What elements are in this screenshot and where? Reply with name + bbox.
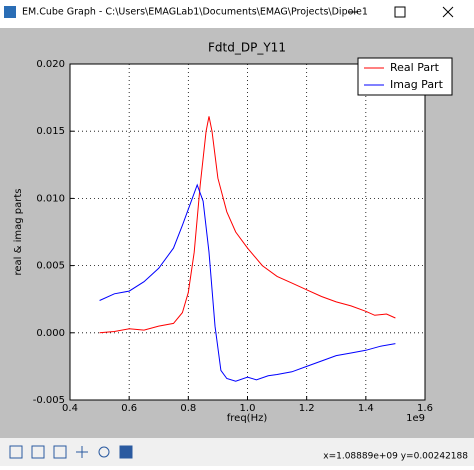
x-tick-label: 1.4 (358, 403, 374, 414)
data-line (99, 183, 396, 382)
window-title: EM.Cube Graph - C:\Users\EMAGLab1\Docume… (22, 7, 368, 18)
plot (69, 63, 426, 401)
y-axis-label: real & imag parts (13, 189, 24, 276)
pan-button[interactable] (76, 446, 88, 458)
toolbar-buttons[interactable] (9, 445, 133, 459)
chart-title: Fdtd_DP_Y11 (208, 41, 286, 55)
x-axis-label: freq(Hz) (227, 413, 268, 424)
x-tick-label: 1.0 (240, 403, 256, 414)
y-tick-label: 0.015 (36, 126, 65, 137)
x-tick-label: 0.6 (121, 403, 137, 414)
x-tick-label: 1.6 (417, 403, 433, 414)
window-controls[interactable] (348, 6, 454, 18)
x-tick-label: 1.2 (299, 403, 315, 414)
y-tick-label: 0.010 (36, 193, 65, 204)
forward-button[interactable] (53, 445, 67, 459)
legend-label: Real Part (390, 61, 440, 74)
y-tick-label: 0.005 (36, 261, 65, 272)
x-tick-label: 0.8 (180, 403, 196, 414)
zoom-button[interactable] (98, 446, 110, 458)
close-button[interactable] (442, 6, 454, 18)
x-offset-label: 1e9 (406, 413, 425, 424)
y-tick-label: 0.020 (36, 59, 65, 70)
data-line (99, 116, 396, 334)
y-tick-label: -0.005 (33, 395, 65, 406)
app-icon (4, 6, 16, 18)
maximize-button[interactable] (394, 6, 406, 18)
legend-box (357, 57, 453, 96)
back-button[interactable] (31, 445, 45, 459)
home-button[interactable] (9, 445, 23, 459)
x-tick-label: 0.4 (62, 403, 78, 414)
y-tick-label: 0.000 (36, 328, 65, 339)
save-button[interactable] (119, 445, 133, 459)
legend-label: Imag Part (390, 78, 444, 91)
status-text: x=1.08889e+09 y=0.00242188 (323, 452, 468, 462)
